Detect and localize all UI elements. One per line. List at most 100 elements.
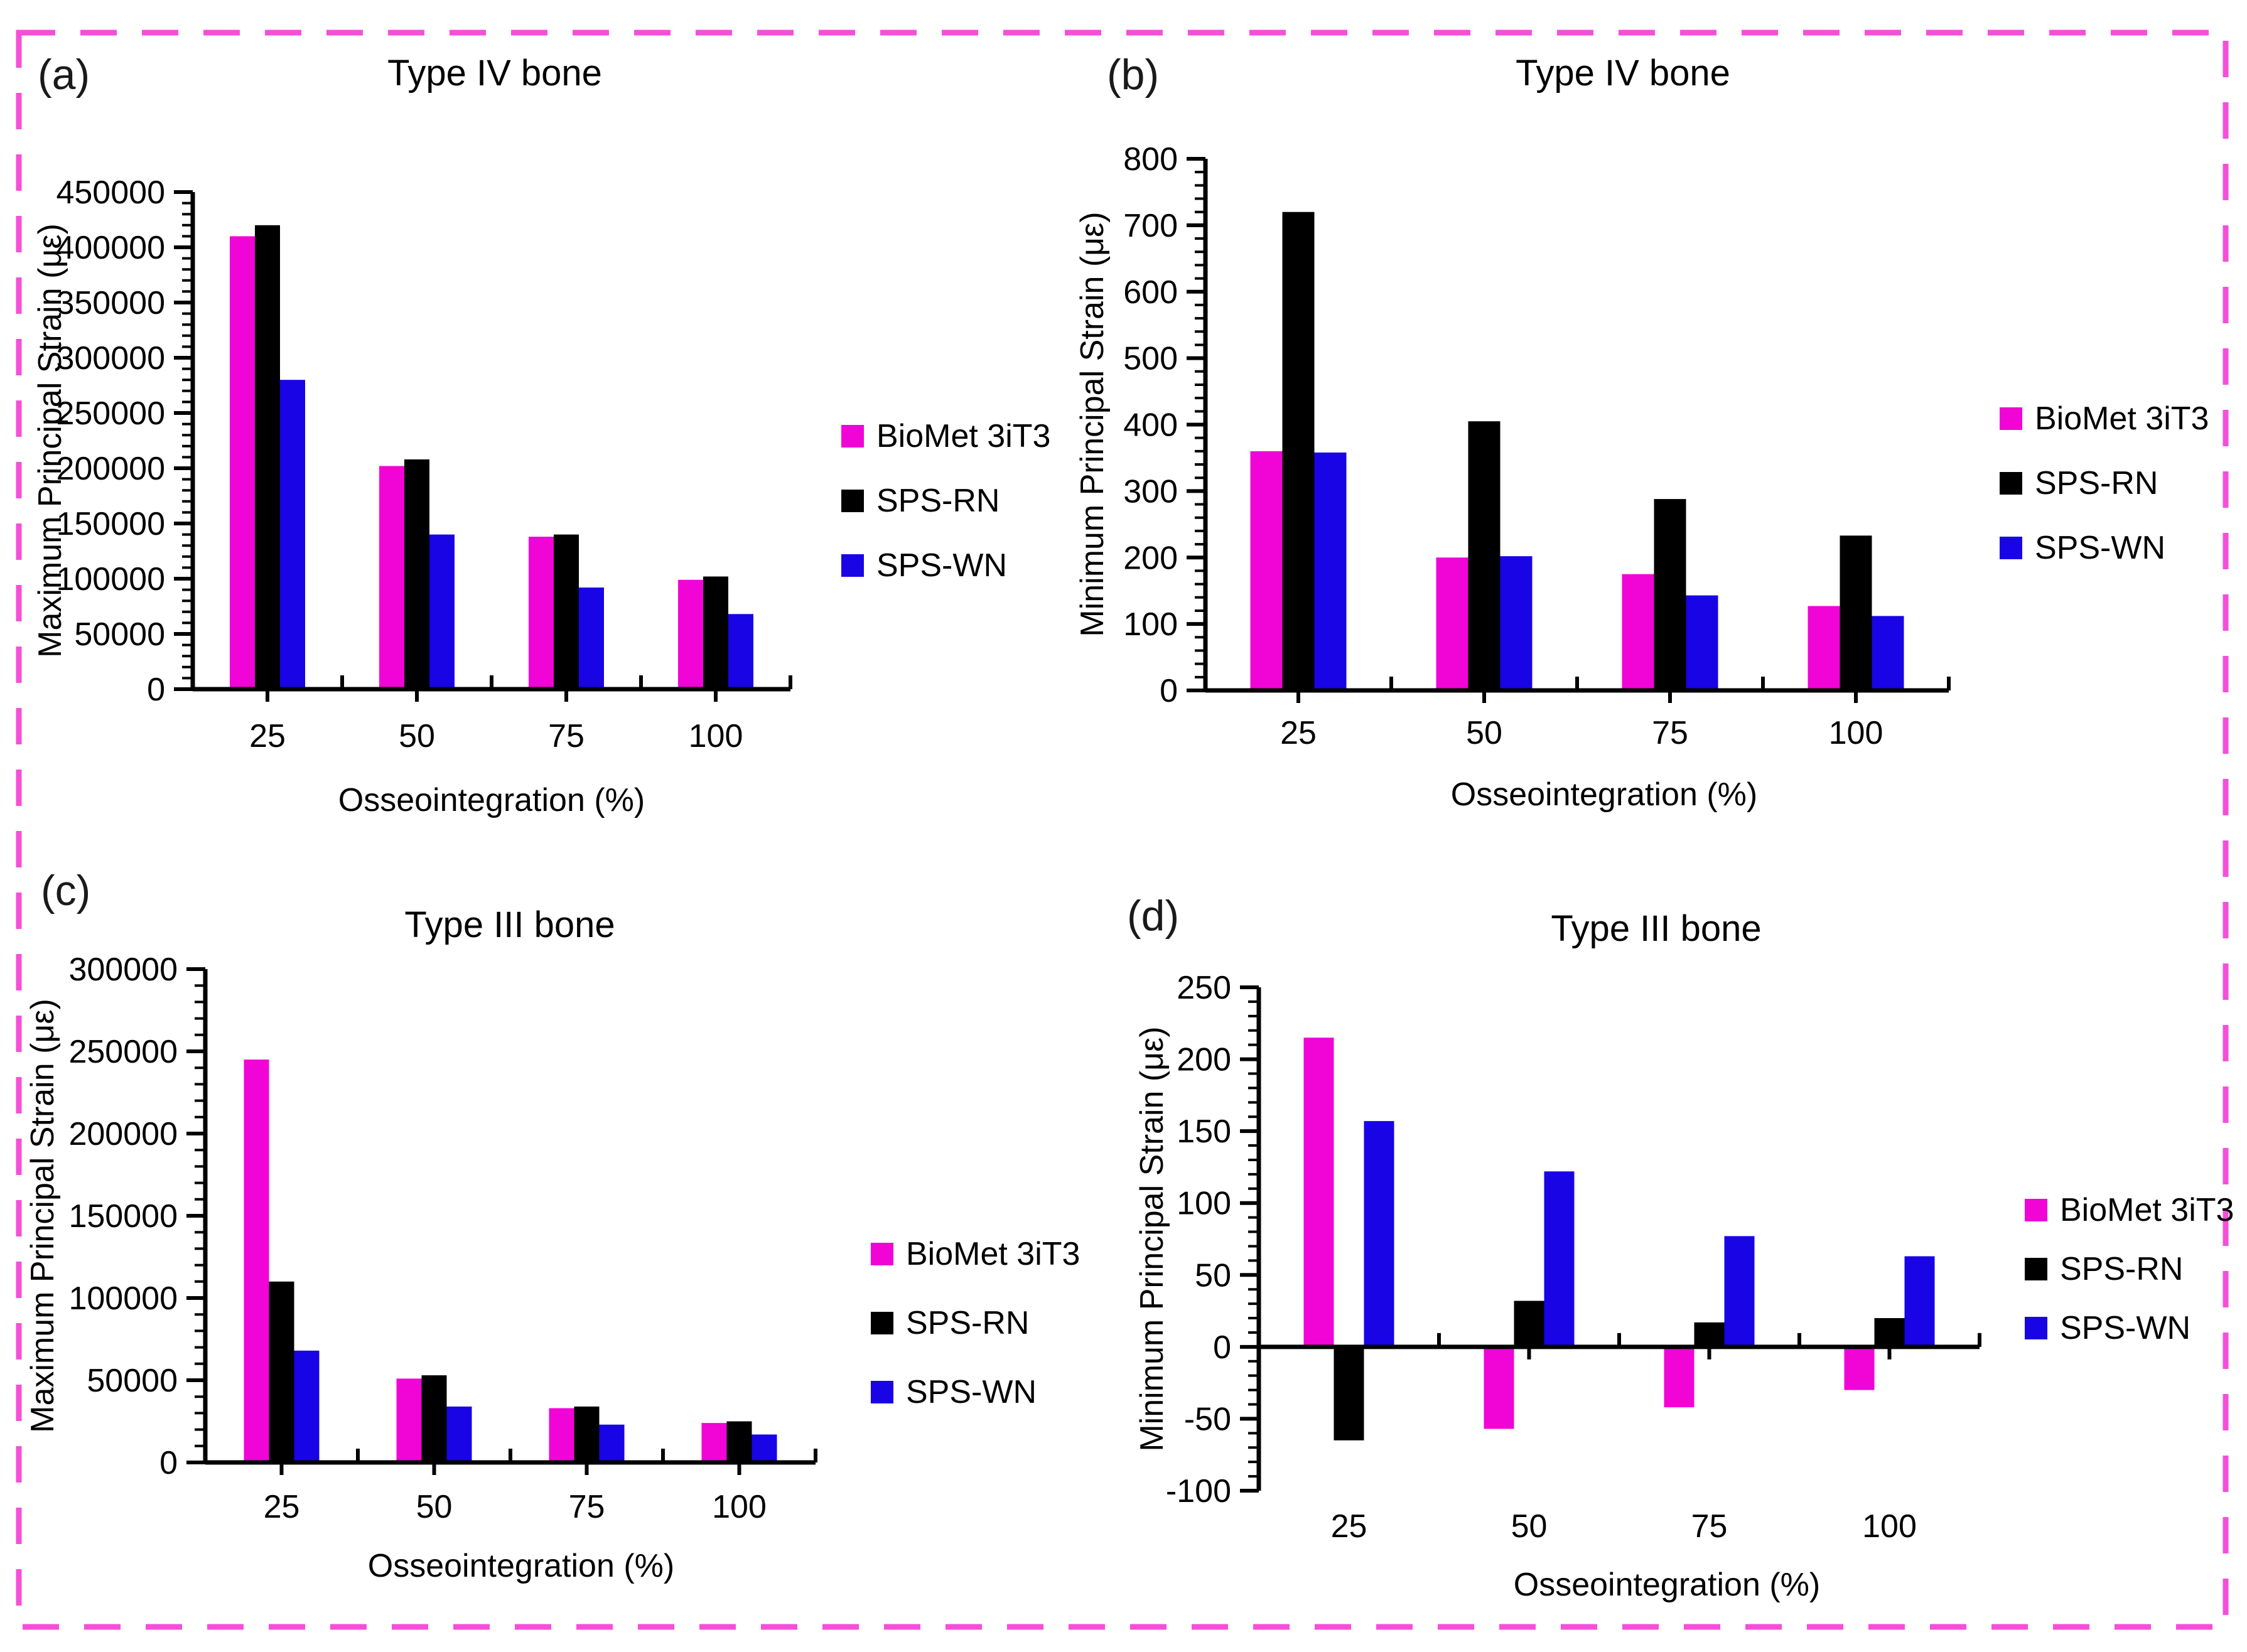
bar-biomet-3it3-50 bbox=[1484, 1346, 1514, 1429]
x-axis-label-c: Osseointegration (%) bbox=[367, 1548, 675, 1584]
y-tick-label: 100000 bbox=[56, 561, 165, 598]
x-axis-label-d: Osseointegration (%) bbox=[1513, 1567, 1821, 1603]
bar-sps-rn-25 bbox=[1334, 1346, 1364, 1440]
y-tick-label: 600 bbox=[1123, 274, 1178, 311]
legend-swatch-sps-wn-icon bbox=[841, 554, 864, 577]
legend-swatch-sps-wn-icon bbox=[871, 1381, 893, 1403]
legend-label-sps-wn: SPS-WN bbox=[906, 1374, 1037, 1410]
bar-chart-type-iii-min-strain: -100 -50 0 50 100 150 200 250 25 50 75 100 bbox=[1166, 970, 1981, 1545]
y-tick-label: 450000 bbox=[56, 174, 165, 211]
bar-biomet-3it3-50 bbox=[1436, 557, 1468, 690]
bar-sps-rn-50 bbox=[1468, 421, 1501, 690]
y-tick-label: 150000 bbox=[56, 506, 165, 542]
bar-chart-type-iv-max-strain: 0 50000 100000 150000 200000 250000 300000 3500… bbox=[56, 174, 792, 754]
legend-swatch-biomet-3it3-icon bbox=[841, 425, 864, 448]
bar-sps-rn-100 bbox=[1874, 1318, 1905, 1347]
bar-sps-rn-75 bbox=[1654, 499, 1686, 690]
bar-sps-rn-25 bbox=[1282, 212, 1315, 690]
x-tick-label: 75 bbox=[1691, 1508, 1728, 1545]
bar-sps-rn-75 bbox=[554, 534, 579, 689]
x-tick-label: 75 bbox=[548, 718, 585, 754]
legend-item-sps-wn: SPS-WN bbox=[2000, 530, 2209, 566]
x-tick-label: 25 bbox=[1280, 715, 1317, 751]
y-tick-label: 100 bbox=[1177, 1186, 1231, 1222]
y-tick-label: 100000 bbox=[68, 1280, 178, 1317]
legend-swatch-biomet-3it3-icon bbox=[2025, 1199, 2047, 1221]
x-tick-label: 100 bbox=[1829, 715, 1883, 751]
y-tick-label: 300 bbox=[1123, 473, 1178, 510]
panel-label-a: (a) bbox=[38, 51, 90, 99]
panel-type-iv-max-strain: (a) Type IV bone Maximum Principal Strai… bbox=[25, 38, 1105, 866]
bar-biomet-3it3-25 bbox=[244, 1059, 269, 1462]
legend-label-biomet-3it3: BioMet 3iT3 bbox=[2060, 1192, 2234, 1228]
panel-title-c: Type III bone bbox=[404, 904, 615, 945]
bar-biomet-3it3-100 bbox=[678, 579, 703, 689]
x-tick-label: 75 bbox=[569, 1489, 605, 1525]
panel-type-iii-max-strain: (c) Type III bone Maximum Principal Stra… bbox=[24, 835, 1105, 1638]
x-tick-label: 75 bbox=[1652, 715, 1688, 751]
legend-b: BioMet 3iT3 SPS-RN SPS-WN bbox=[2000, 400, 2209, 566]
legend-item-sps-wn: SPS-WN bbox=[841, 547, 1050, 584]
legend-d: BioMet 3iT3 SPS-RN SPS-WN bbox=[2025, 1192, 2234, 1346]
bar-sps-wn-75 bbox=[1686, 595, 1718, 690]
bar-biomet-3it3-75 bbox=[529, 537, 554, 689]
legend-item-sps-wn: SPS-WN bbox=[871, 1374, 1080, 1410]
bar-sps-wn-25 bbox=[294, 1350, 320, 1462]
x-tick-label: 50 bbox=[416, 1489, 453, 1525]
bar-biomet-3it3-100 bbox=[1808, 606, 1840, 690]
bar-sps-rn-25 bbox=[269, 1281, 294, 1462]
panel-title-d: Type III bone bbox=[1551, 908, 1762, 949]
legend-item-biomet-3it3: BioMet 3iT3 bbox=[2025, 1192, 2234, 1228]
y-tick-label: 200000 bbox=[68, 1116, 178, 1152]
y-tick-label: 50000 bbox=[74, 616, 165, 653]
panel-type-iv-min-strain: (b) Type IV bone Minimum Principal Strai… bbox=[1074, 38, 2247, 872]
bar-sps-rn-25 bbox=[255, 225, 280, 689]
bar-sps-wn-100 bbox=[1904, 1256, 1935, 1347]
bar-sps-wn-50 bbox=[446, 1406, 472, 1462]
y-tick-label: 300000 bbox=[68, 952, 178, 988]
legend-label-sps-wn: SPS-WN bbox=[2035, 530, 2165, 566]
y-tick-label: -100 bbox=[1166, 1473, 1231, 1510]
legend-label-biomet-3it3: BioMet 3iT3 bbox=[2035, 400, 2209, 437]
bar-biomet-3it3-25 bbox=[1303, 1038, 1334, 1347]
y-tick-label: 150 bbox=[1177, 1113, 1231, 1150]
bar-sps-rn-75 bbox=[1694, 1322, 1725, 1347]
x-tick-label: 50 bbox=[1466, 715, 1502, 751]
legend-swatch-sps-rn-icon bbox=[841, 490, 864, 512]
bar-sps-rn-100 bbox=[1840, 535, 1872, 690]
bar-biomet-3it3-25 bbox=[230, 236, 255, 689]
legend-item-biomet-3it3: BioMet 3iT3 bbox=[2000, 400, 2209, 437]
x-axis-label-b: Osseointegration (%) bbox=[1450, 776, 1758, 813]
panel-label-b: (b) bbox=[1107, 51, 1160, 99]
panel-label-c: (c) bbox=[41, 867, 91, 914]
bar-sps-wn-100 bbox=[728, 614, 753, 689]
bar-biomet-3it3-75 bbox=[549, 1408, 574, 1462]
bar-sps-rn-75 bbox=[574, 1406, 600, 1462]
legend-c: BioMet 3iT3 SPS-RN SPS-WN bbox=[871, 1236, 1080, 1410]
bar-chart-type-iv-min-strain: 0 100 200 300 400 500 600 700 800 25 50 75 100 bbox=[1123, 141, 1951, 751]
y-tick-label: 500 bbox=[1123, 341, 1178, 377]
legend-a: BioMet 3iT3 SPS-RN SPS-WN bbox=[841, 418, 1051, 584]
y-tick-label: 0 bbox=[1213, 1329, 1231, 1366]
y-tick-label: 0 bbox=[159, 1445, 178, 1481]
y-tick-label: 100 bbox=[1123, 606, 1178, 643]
legend-swatch-sps-wn-icon bbox=[2025, 1317, 2047, 1339]
y-tick-label: 50000 bbox=[87, 1363, 178, 1399]
legend-item-sps-rn: SPS-RN bbox=[2000, 465, 2209, 501]
y-tick-label: 250000 bbox=[68, 1034, 178, 1070]
legend-item-sps-wn: SPS-WN bbox=[2025, 1310, 2234, 1346]
y-tick-label: 150000 bbox=[68, 1198, 178, 1235]
x-tick-label: 100 bbox=[1862, 1508, 1917, 1545]
y-tick-label: 200 bbox=[1177, 1042, 1231, 1078]
legend-label-biomet-3it3: BioMet 3iT3 bbox=[876, 418, 1051, 454]
x-tick-label: 25 bbox=[264, 1489, 300, 1525]
bar-biomet-3it3-75 bbox=[1664, 1346, 1695, 1408]
legend-label-sps-rn: SPS-RN bbox=[906, 1305, 1030, 1341]
bar-sps-rn-100 bbox=[726, 1421, 752, 1462]
bar-sps-wn-75 bbox=[1724, 1236, 1755, 1347]
y-tick-label: 250 bbox=[1177, 970, 1231, 1006]
bar-sps-wn-50 bbox=[1544, 1171, 1575, 1347]
x-tick-label: 50 bbox=[399, 718, 435, 754]
legend-swatch-sps-rn-icon bbox=[871, 1312, 893, 1334]
y-tick-label: 0 bbox=[147, 672, 165, 708]
